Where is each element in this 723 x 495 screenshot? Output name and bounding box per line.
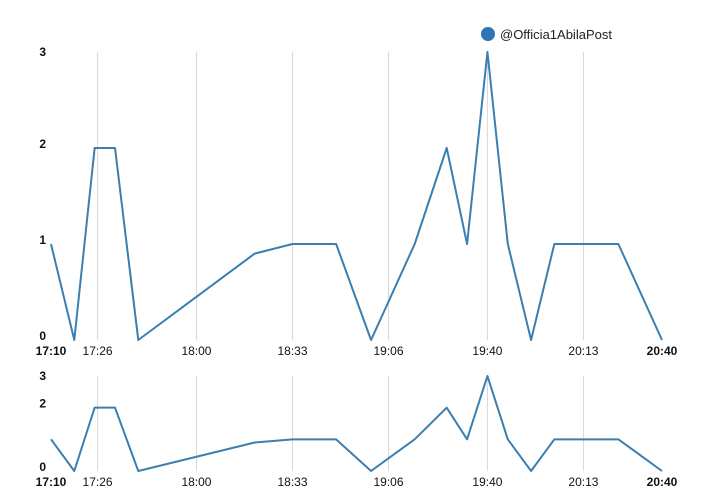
overview-x-tick-label: 18:33 <box>277 475 307 489</box>
overview-x-tick-label: 20:40 <box>647 475 678 489</box>
legend[interactable]: @Officia1AbilaPost <box>481 27 612 42</box>
overview-brush-chart[interactable]: 17:10 17:26 18:00 18:33 19:06 19:40 20:13 20:40… <box>36 369 678 489</box>
overview-x-tick-label: 18:00 <box>181 475 211 489</box>
main-x-tick-label: 17:26 <box>83 344 113 358</box>
main-x-tick-label: 17:10 <box>36 344 67 358</box>
overview-x-tick-label: 20:13 <box>568 475 598 489</box>
overview-y-tick-label: 0 <box>39 460 46 474</box>
overview-x-tick-label: 19:06 <box>373 475 403 489</box>
overview-y-tick-label: 2 <box>39 397 46 411</box>
main-x-tick-label: 19:40 <box>472 344 502 358</box>
overview-series-line[interactable] <box>50 375 663 472</box>
main-y-tick-label: 2 <box>39 137 46 151</box>
main-line-chart[interactable]: 17:10 17:26 18:00 18:33 19:06 19:40 20:13 20:40… <box>36 45 678 358</box>
main-series-line[interactable] <box>50 51 663 341</box>
main-y-tick-label: 0 <box>39 329 46 343</box>
main-y-tick-label: 3 <box>39 45 46 59</box>
overview-y-tick-label: 3 <box>39 369 46 383</box>
legend-marker <box>481 27 495 41</box>
main-x-tick-label: 18:00 <box>181 344 211 358</box>
main-x-tick-label: 18:33 <box>277 344 307 358</box>
overview-x-tick-label: 17:26 <box>83 475 113 489</box>
main-y-tick-label: 1 <box>39 233 46 247</box>
main-x-tick-label: 20:13 <box>568 344 598 358</box>
overview-x-tick-label: 17:10 <box>36 475 67 489</box>
main-x-tick-label: 20:40 <box>647 344 678 358</box>
overview-x-tick-label: 19:40 <box>472 475 502 489</box>
legend-label: @Officia1AbilaPost <box>500 27 612 42</box>
main-x-tick-label: 19:06 <box>373 344 403 358</box>
